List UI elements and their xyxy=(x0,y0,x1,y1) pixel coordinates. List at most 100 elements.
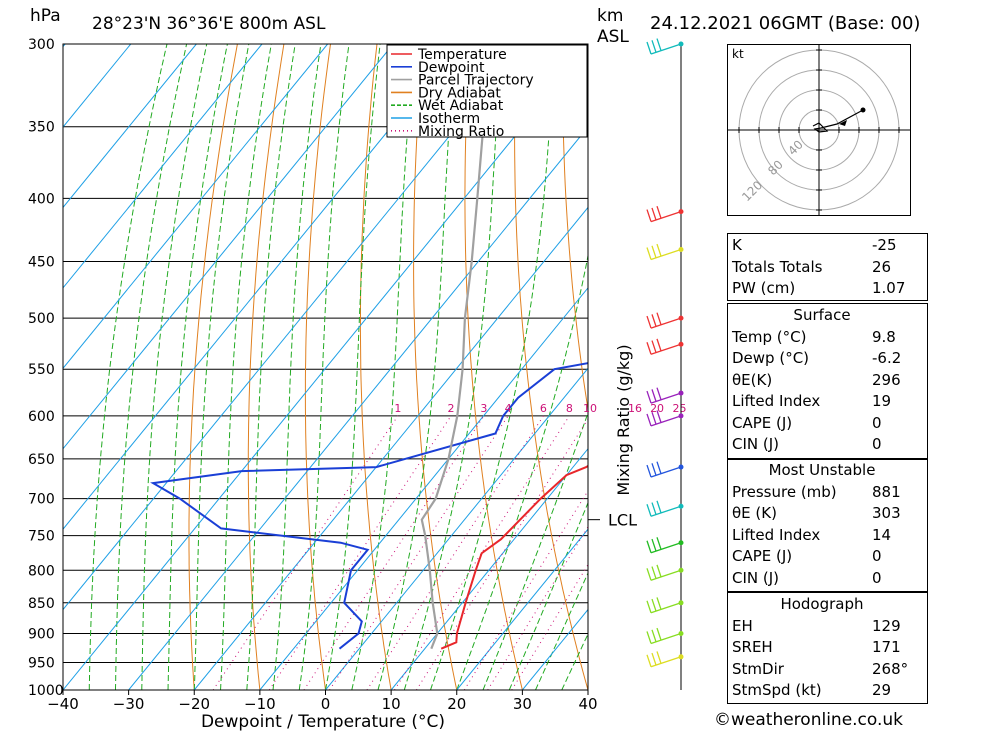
legend-entry: Dry Adiabat xyxy=(418,85,501,101)
pressure-label-900: 900 xyxy=(28,626,55,642)
wind-barb-feather xyxy=(646,504,652,517)
isotherm xyxy=(63,44,197,209)
pressure-label-300: 300 xyxy=(28,37,55,53)
index-label: Lifted Index xyxy=(732,392,821,410)
index-label: StmSpd (kt) xyxy=(732,681,822,699)
index-value: -6.2 xyxy=(872,349,902,367)
skewt-chart: 3003504004505005506006507007508008509009… xyxy=(28,37,687,732)
pressure-unit-label: hPa xyxy=(30,6,61,26)
wind-barb-feather xyxy=(651,340,657,353)
wind-barb-feather xyxy=(656,627,662,641)
km-label: km xyxy=(597,6,624,26)
wind-barb-feather xyxy=(646,600,652,614)
mixing-ratio-line xyxy=(487,526,588,690)
wet-adiabat xyxy=(351,44,416,690)
wind-barb-feather xyxy=(646,654,652,668)
legend-entry: Wet Adiabat xyxy=(418,98,504,114)
mixing-ratio-label: 1 xyxy=(394,402,401,415)
wind-barb-feather xyxy=(656,537,662,550)
wind-barb-dot xyxy=(678,246,684,252)
legend-entry: Temperature xyxy=(417,47,507,63)
wet-adiabat xyxy=(167,44,228,690)
wind-barb-feather xyxy=(656,387,662,400)
hodograph-storm-arrow xyxy=(839,120,847,126)
wet-adiabat xyxy=(141,44,208,690)
wind-barb-feather xyxy=(646,209,652,222)
dry-adiabat xyxy=(413,44,458,690)
wind-barb-feather xyxy=(651,463,657,476)
isotherm xyxy=(259,287,588,690)
copyright-footer[interactable]: ©weatheronline.co.uk xyxy=(714,710,904,730)
wet-adiabat xyxy=(403,44,502,690)
wet-adiabat xyxy=(246,44,296,690)
wind-barb-feather xyxy=(651,245,657,259)
hodograph-trace xyxy=(812,109,864,133)
legend-entry: Mixing Ratio xyxy=(418,124,504,140)
x-tick-label: 40 xyxy=(578,695,597,713)
wind-barb-feather xyxy=(646,342,652,355)
wind-barb-feather xyxy=(651,412,657,425)
index-value: -25 xyxy=(872,236,897,254)
temperature-tick-labels: −40 −30 −20 −10 0 10 20 30 40 xyxy=(47,690,598,713)
most-unstable-title: Most Unstable xyxy=(768,461,876,479)
wind-barb-dot xyxy=(678,630,684,636)
mixing-ratio-label: 6 xyxy=(540,402,547,415)
wind-barb-feather xyxy=(656,651,662,664)
mixing-ratio-label: 20 xyxy=(650,402,664,415)
index-label: CIN (J) xyxy=(732,435,780,453)
isotherm xyxy=(63,44,329,370)
wind-barb-feather xyxy=(656,38,662,51)
dry-adiabat xyxy=(562,44,588,413)
wind-barb-feather xyxy=(651,566,657,579)
pressure-label-450: 450 xyxy=(28,255,55,271)
wind-barb-feather xyxy=(656,312,662,325)
index-label: Totals Totals xyxy=(732,257,823,276)
x-tick-label: −20 xyxy=(178,695,210,713)
wind-barb-dot xyxy=(678,209,684,215)
wet-adiabat xyxy=(377,44,456,690)
most-unstable-table: Most Unstable Pressure (mb) 881 θE (K) 303… xyxy=(728,460,916,589)
wind-barb xyxy=(650,43,682,55)
index-value: 19 xyxy=(872,392,892,410)
datetime-title: 24.12.2021 06GMT (Base: 00) xyxy=(650,13,921,34)
wet-adiabat xyxy=(298,44,350,690)
mixing-ratio-line xyxy=(366,415,544,690)
wet-adiabat xyxy=(193,44,250,690)
isotherm xyxy=(325,367,588,690)
wind-barb-dot xyxy=(678,315,684,321)
pressure-label-600: 600 xyxy=(28,409,55,425)
wind-barb-dot xyxy=(678,41,684,47)
index-row-k: K -25 xyxy=(728,235,916,257)
dry-adiabat xyxy=(514,44,588,690)
index-row-totals: Totals Totals 26 xyxy=(728,257,916,279)
wind-barb-feather xyxy=(651,389,657,402)
lcl-marker: LCL xyxy=(588,511,637,530)
wind-barb-feather xyxy=(646,631,652,644)
wind-barb xyxy=(650,602,682,614)
wind-barb-feather xyxy=(646,247,652,260)
isotherm xyxy=(63,45,588,690)
index-value: 0 xyxy=(872,435,882,453)
wet-adiabat xyxy=(587,688,588,690)
hodograph: kt 40 80 120 xyxy=(727,44,911,216)
wind-barb-feather xyxy=(646,413,652,427)
index-value: 0 xyxy=(872,413,882,432)
index-label: K xyxy=(732,236,742,254)
pressure-label-700: 700 xyxy=(28,492,55,508)
hodograph-unit-label: kt xyxy=(732,47,744,61)
isotherm xyxy=(456,528,588,690)
wind-barb-feather xyxy=(656,564,662,578)
index-value: 171 xyxy=(872,638,901,656)
wind-barb xyxy=(650,248,682,261)
mixing-ratio-line xyxy=(268,415,452,690)
most-unstable-box xyxy=(727,458,928,593)
index-label: Dewp (°C) xyxy=(732,349,810,367)
x-tick-label: 30 xyxy=(513,695,532,713)
legend-entry: Parcel Trajectory xyxy=(418,73,534,89)
index-label: Pressure (mb) xyxy=(732,482,837,501)
pressure-label-500: 500 xyxy=(28,311,55,327)
wind-barb-feather xyxy=(656,461,662,474)
index-value: 303 xyxy=(872,504,901,522)
wind-barb-dot xyxy=(678,540,684,546)
index-value: 9.8 xyxy=(872,327,896,346)
